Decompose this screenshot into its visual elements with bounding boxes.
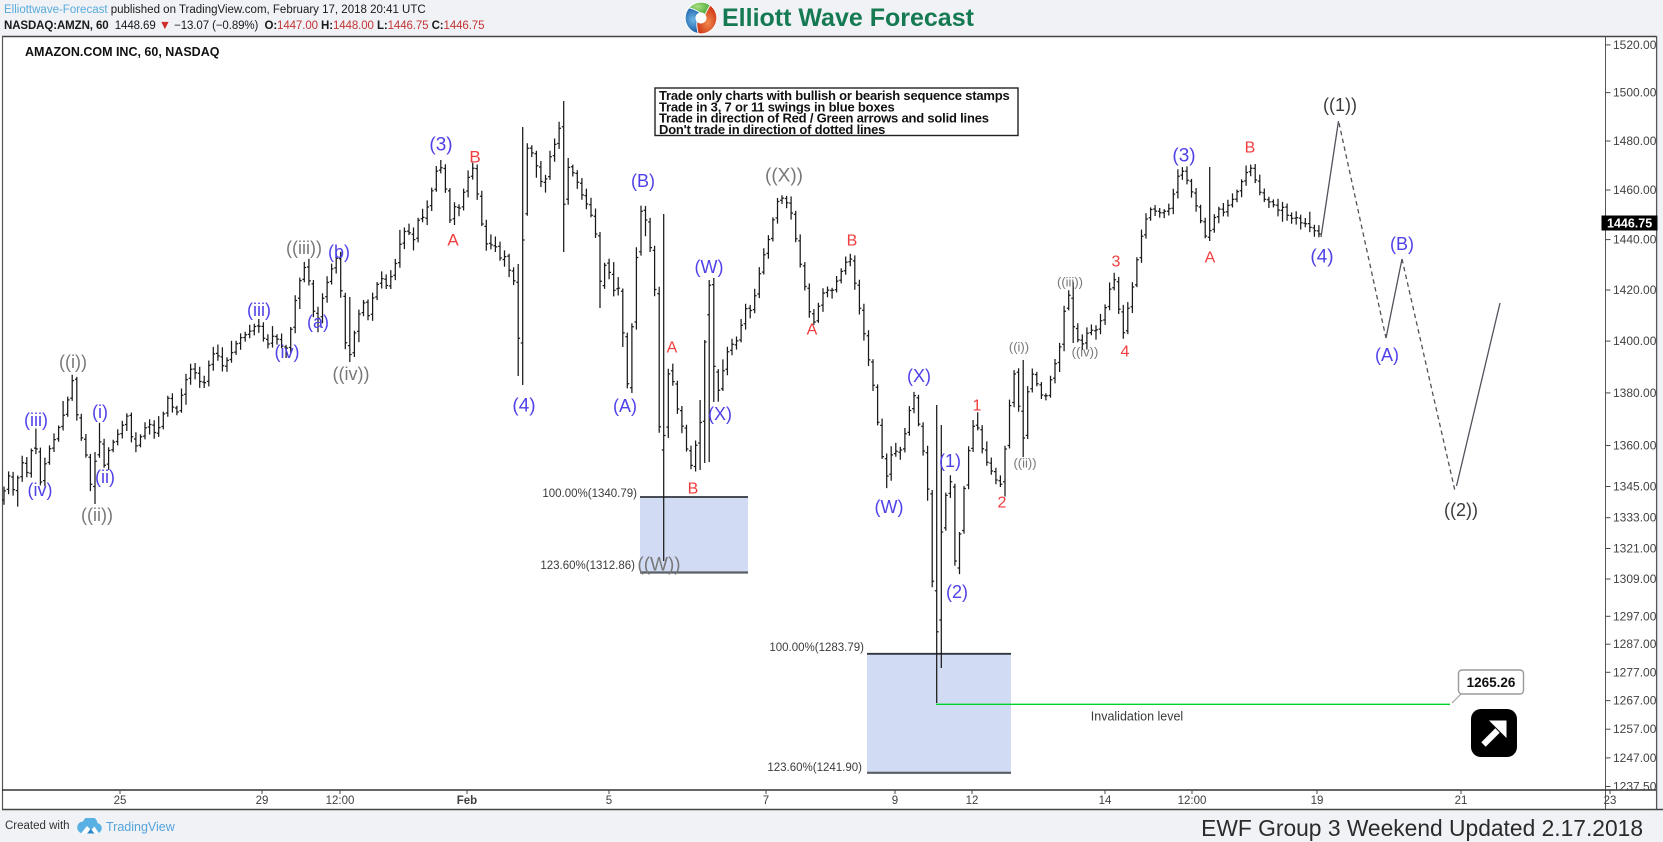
svg-text:1440.00: 1440.00 bbox=[1613, 233, 1657, 247]
svg-text:1380.00: 1380.00 bbox=[1613, 386, 1657, 400]
svg-text:123.60%(1241.90): 123.60%(1241.90) bbox=[767, 762, 862, 774]
svg-text:(iv): (iv) bbox=[275, 342, 300, 362]
svg-text:1520.00: 1520.00 bbox=[1613, 38, 1657, 52]
svg-text:(A): (A) bbox=[613, 396, 637, 416]
svg-text:((W)): ((W)) bbox=[637, 555, 680, 576]
svg-text:Don't trade in direction of do: Don't trade in direction of dotted lines bbox=[659, 122, 885, 137]
svg-text:A: A bbox=[447, 231, 459, 250]
svg-text:14: 14 bbox=[1099, 795, 1112, 807]
svg-text:(iii): (iii) bbox=[24, 410, 48, 430]
svg-text:1420.00: 1420.00 bbox=[1613, 283, 1657, 297]
svg-text:9: 9 bbox=[892, 795, 898, 807]
svg-text:100.00%(1283.79): 100.00%(1283.79) bbox=[769, 642, 864, 654]
svg-text:1265.26: 1265.26 bbox=[1467, 675, 1516, 690]
svg-text:((ii)): ((ii)) bbox=[81, 505, 113, 525]
svg-text:1257.00: 1257.00 bbox=[1613, 722, 1657, 736]
svg-text:21: 21 bbox=[1455, 795, 1468, 807]
svg-text:1: 1 bbox=[973, 398, 982, 415]
svg-text:29: 29 bbox=[256, 795, 269, 807]
svg-text:Feb: Feb bbox=[457, 795, 477, 807]
svg-text:(4): (4) bbox=[512, 396, 535, 417]
svg-text:1500.00: 1500.00 bbox=[1613, 86, 1657, 100]
svg-text:(4): (4) bbox=[1310, 247, 1333, 268]
svg-text:1267.00: 1267.00 bbox=[1613, 694, 1657, 708]
svg-text:(ii): (ii) bbox=[95, 467, 115, 487]
svg-text:1446.75: 1446.75 bbox=[1607, 216, 1652, 230]
svg-text:1297.00: 1297.00 bbox=[1613, 609, 1657, 623]
svg-text:1460.00: 1460.00 bbox=[1613, 183, 1657, 197]
svg-text:(1): (1) bbox=[939, 451, 961, 471]
svg-text:((2)): ((2)) bbox=[1444, 500, 1478, 520]
svg-text:A: A bbox=[1205, 250, 1216, 267]
svg-text:1333.00: 1333.00 bbox=[1613, 511, 1657, 525]
svg-text:1360.00: 1360.00 bbox=[1613, 439, 1657, 453]
svg-text:100.00%(1340.79): 100.00%(1340.79) bbox=[542, 488, 637, 500]
svg-text:(i): (i) bbox=[92, 402, 108, 422]
svg-text:(W): (W) bbox=[695, 257, 724, 277]
svg-text:3: 3 bbox=[1112, 254, 1121, 271]
svg-text:(B): (B) bbox=[631, 171, 655, 191]
svg-text:((X)): ((X)) bbox=[765, 166, 803, 187]
svg-text:1287.00: 1287.00 bbox=[1613, 637, 1657, 651]
svg-text:(b): (b) bbox=[328, 242, 350, 262]
svg-text:25: 25 bbox=[114, 795, 127, 807]
svg-text:123.60%(1312.86): 123.60%(1312.86) bbox=[540, 560, 635, 572]
svg-text:1247.00: 1247.00 bbox=[1613, 751, 1657, 765]
svg-text:A: A bbox=[807, 322, 818, 339]
svg-text:Invalidation level: Invalidation level bbox=[1091, 710, 1183, 724]
svg-text:12:00: 12:00 bbox=[1178, 795, 1207, 807]
svg-text:((i)): ((i)) bbox=[1009, 340, 1029, 355]
svg-text:23: 23 bbox=[1604, 795, 1617, 807]
svg-text:(X): (X) bbox=[708, 404, 732, 424]
svg-text:1237.50: 1237.50 bbox=[1613, 780, 1657, 794]
svg-text:12: 12 bbox=[966, 795, 979, 807]
svg-text:(iii): (iii) bbox=[247, 300, 271, 320]
svg-text:((iv)): ((iv)) bbox=[333, 364, 370, 384]
svg-text:19: 19 bbox=[1311, 795, 1324, 807]
svg-text:AMAZON.COM INC, 60, NASDAQ: AMAZON.COM INC, 60, NASDAQ bbox=[25, 45, 220, 59]
svg-text:B: B bbox=[469, 148, 480, 167]
svg-text:5: 5 bbox=[606, 795, 612, 807]
svg-text:(X): (X) bbox=[907, 366, 931, 386]
svg-text:1480.00: 1480.00 bbox=[1613, 134, 1657, 148]
svg-text:A: A bbox=[667, 340, 678, 357]
svg-text:(2): (2) bbox=[946, 582, 968, 602]
svg-text:4: 4 bbox=[1121, 344, 1130, 361]
svg-text:Trade in 3, 7 or 11 swings in: Trade in 3, 7 or 11 swings in blue boxes bbox=[659, 99, 894, 114]
svg-text:B: B bbox=[688, 481, 699, 498]
svg-text:12:00: 12:00 bbox=[326, 795, 355, 807]
svg-text:(a): (a) bbox=[307, 312, 329, 332]
svg-text:((ii)): ((ii)) bbox=[1013, 456, 1036, 471]
svg-text:(W): (W) bbox=[875, 497, 904, 517]
svg-text:2: 2 bbox=[998, 495, 1007, 512]
svg-text:1321.00: 1321.00 bbox=[1613, 542, 1657, 556]
svg-text:1309.00: 1309.00 bbox=[1613, 572, 1657, 586]
svg-text:Trade in direction of Red / Gr: Trade in direction of Red / Green arrows… bbox=[659, 111, 989, 126]
svg-text:1400.00: 1400.00 bbox=[1613, 334, 1657, 348]
svg-text:(3): (3) bbox=[429, 135, 452, 156]
svg-text:1277.00: 1277.00 bbox=[1613, 665, 1657, 679]
svg-text:B: B bbox=[1245, 140, 1256, 157]
svg-text:((1)): ((1)) bbox=[1323, 95, 1357, 115]
svg-text:((i)): ((i)) bbox=[59, 352, 87, 372]
svg-text:(B): (B) bbox=[1390, 234, 1414, 254]
svg-text:Trade only charts with bullish: Trade only charts with bullish or bearis… bbox=[659, 88, 1010, 103]
svg-text:1345.00: 1345.00 bbox=[1613, 480, 1657, 494]
svg-text:((iii)): ((iii)) bbox=[286, 238, 322, 258]
svg-text:7: 7 bbox=[763, 795, 769, 807]
svg-text:(A): (A) bbox=[1375, 345, 1399, 365]
svg-text:(iv): (iv) bbox=[28, 480, 53, 500]
svg-text:(3): (3) bbox=[1172, 146, 1195, 167]
svg-text:((iv)): ((iv)) bbox=[1072, 345, 1099, 360]
svg-text:B: B bbox=[847, 233, 858, 250]
svg-text:((iii)): ((iii)) bbox=[1057, 275, 1083, 290]
